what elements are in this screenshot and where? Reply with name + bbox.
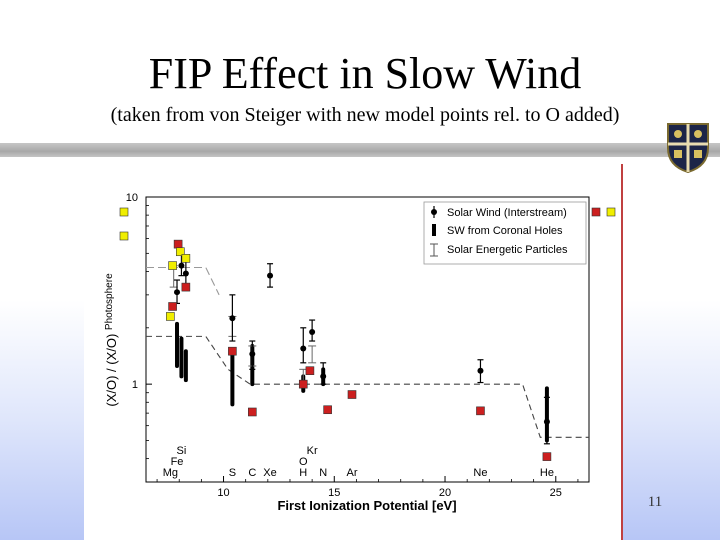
element-label: Xe xyxy=(263,467,276,479)
outside-marker-yellow xyxy=(119,207,129,217)
interstream-point xyxy=(174,289,181,296)
element-label: Mg xyxy=(163,467,178,479)
model-point-yellow xyxy=(176,247,185,257)
interstream-point xyxy=(300,345,307,352)
outside-marker-red xyxy=(591,207,601,217)
element-label: N xyxy=(319,467,327,479)
legend-marker-interstream-dot xyxy=(431,209,437,215)
slide-subtitle: (taken from von Steiger with new model p… xyxy=(110,104,620,126)
model-point-yellow xyxy=(166,312,175,321)
university-crest-icon xyxy=(667,123,709,174)
model-point-red xyxy=(168,302,177,311)
x-tick-label: 10 xyxy=(217,487,229,499)
y-axis-label-sub: Photosphere xyxy=(104,273,115,330)
model-point-red xyxy=(298,379,308,389)
model-point-red xyxy=(181,282,191,292)
outside-marker-yellow xyxy=(119,231,129,241)
y-tick-label: 10 xyxy=(126,192,138,204)
legend-label-interstream: Solar Wind (Interstream) xyxy=(447,207,567,219)
legend-box xyxy=(423,201,587,265)
element-label: Fe xyxy=(171,456,184,468)
x-tick-label: 20 xyxy=(439,487,451,499)
y-axis-label-group: (X/O) / (X/O) Photosphere xyxy=(104,273,119,407)
element-label: C xyxy=(248,467,256,479)
x-axis-label: First Ionization Potential [eV] xyxy=(277,498,456,513)
model-point-yellow xyxy=(181,254,191,263)
interstream-point xyxy=(320,373,327,380)
fip-chart: 10 15 20 25 1 10 First Ionization Potential [… xyxy=(104,192,616,513)
model-point-red xyxy=(173,239,183,249)
element-label: H xyxy=(299,467,307,479)
interstream-point xyxy=(178,262,185,269)
header-divider-bar xyxy=(0,143,720,157)
page-number: 11 xyxy=(647,494,663,510)
interstream-point xyxy=(543,418,550,425)
interstream-point xyxy=(229,315,236,322)
legend: Solar Wind (Interstream) SW from Coronal… xyxy=(423,201,587,265)
plot-frame xyxy=(145,196,590,483)
element-label: Ar xyxy=(346,467,357,479)
element-label: Ne xyxy=(473,467,487,479)
model-point-red xyxy=(248,407,257,417)
element-label: O xyxy=(299,456,308,468)
svg-text:(X/O) / (X/O) Photosph: (X/O) / (X/O) Photosphere xyxy=(104,273,119,407)
model-point-red xyxy=(323,405,332,415)
interstream-point xyxy=(309,328,316,335)
legend-label-energetic-particles: Solar Energetic Particles xyxy=(447,244,568,256)
x-tick-label: 15 xyxy=(328,487,340,499)
model-point-red xyxy=(542,452,552,461)
model-point-red xyxy=(347,390,357,399)
element-label: Si xyxy=(177,445,187,457)
slide-title: FIP Effect in Slow Wind xyxy=(148,49,582,98)
interstream-point xyxy=(267,272,274,279)
interstream-point xyxy=(477,367,484,374)
element-label: Kr xyxy=(307,445,318,457)
model-point-red xyxy=(476,406,485,416)
figure-edge xyxy=(621,164,623,540)
fip-step-line-low xyxy=(146,335,589,438)
figure-panel: 10 15 20 25 1 10 First Ionization Potential [… xyxy=(84,164,622,540)
outside-marker-yellow xyxy=(606,207,616,217)
y-tick-label: 1 xyxy=(132,379,138,391)
x-tick-label: 25 xyxy=(550,487,562,499)
legend-label-coronal-holes: SW from Coronal Holes xyxy=(447,225,563,237)
element-label: He xyxy=(540,467,554,479)
model-point-red xyxy=(228,346,237,356)
y-axis-label-main: (X/O) / (X/O) xyxy=(104,334,119,407)
model-point-red xyxy=(305,366,315,375)
interstream-point xyxy=(249,350,256,357)
interstream-point xyxy=(182,270,189,277)
model-point-yellow xyxy=(168,261,177,270)
fip-step-line-high xyxy=(146,266,220,296)
element-label: S xyxy=(229,467,236,479)
